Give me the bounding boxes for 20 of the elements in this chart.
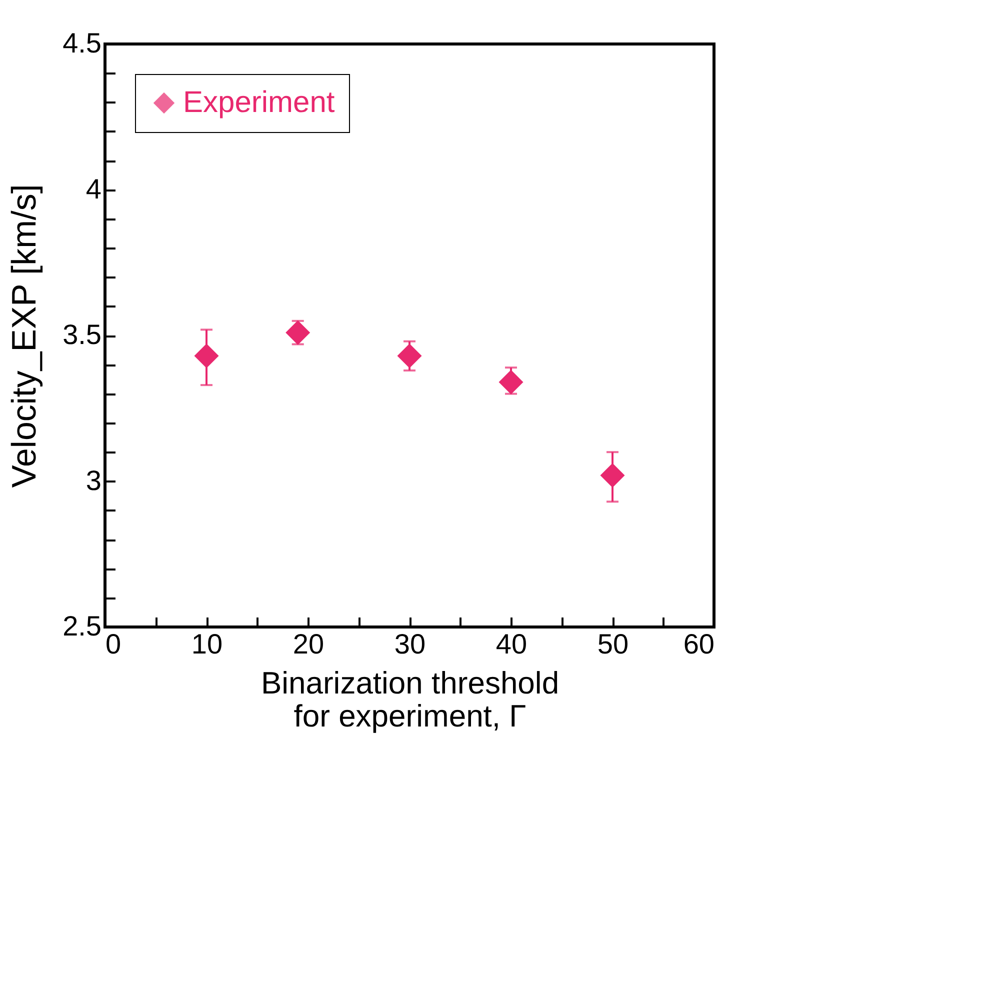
- y-tick-label: 3.5: [62, 319, 102, 350]
- y-tick-label: 3: [86, 464, 102, 496]
- legend-label: Experiment: [183, 86, 336, 119]
- y-tick-label: 4: [86, 173, 102, 204]
- x-tick-label: 60: [683, 628, 714, 660]
- y-tick-label: 4.5: [62, 28, 102, 58]
- x-tick-label: 10: [191, 628, 223, 660]
- point: [600, 463, 625, 488]
- x-tick-label: 40: [496, 628, 528, 660]
- point: [194, 344, 219, 368]
- x-tick-label: 30: [394, 628, 426, 660]
- x-axis-title: Binarization threshold for experiment, Γ: [260, 666, 560, 734]
- x-tick-label: 20: [292, 628, 324, 660]
- y-tick-label: 2.5: [62, 610, 102, 642]
- x-tick-label: 0: [106, 628, 122, 660]
- x-tick-label: 50: [597, 628, 629, 660]
- point: [286, 320, 310, 345]
- point: [397, 344, 422, 368]
- y-axis-title: Velocity_EXP [km/s]: [6, 184, 44, 488]
- point: [498, 370, 524, 394]
